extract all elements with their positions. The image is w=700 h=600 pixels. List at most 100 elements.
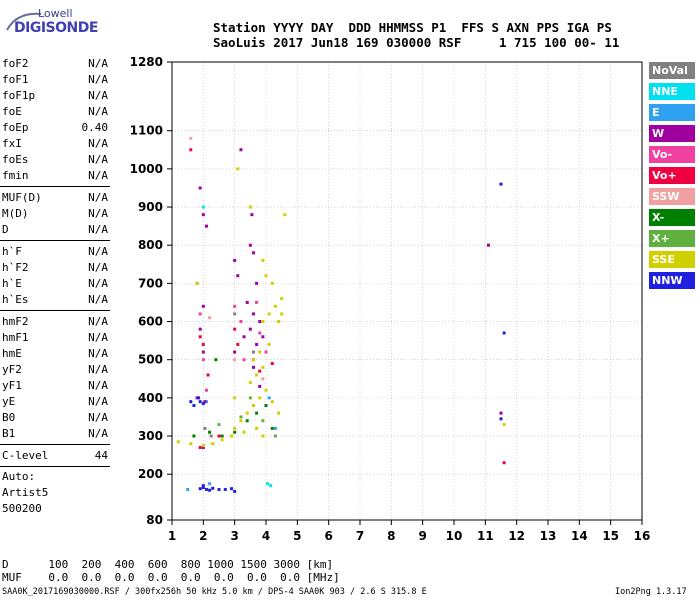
data-point [269,484,273,488]
data-point [273,434,277,438]
data-point [255,281,259,285]
data-point [267,396,271,400]
data-point [239,320,243,324]
data-point [280,312,284,316]
data-point [251,404,255,407]
data-point [258,369,262,373]
param-value: N/A [88,57,108,70]
data-point [261,377,265,381]
data-point [186,487,190,491]
param-value: 0.40 [81,121,109,134]
param-value: N/A [88,395,108,408]
param-row: D N/A [0,222,110,238]
data-point [245,419,249,423]
data-point [277,411,281,415]
data-point [233,304,237,308]
data-point [233,396,237,400]
data-point [267,342,271,346]
data-point [258,320,262,324]
param-row: h`Es N/A [0,292,110,308]
param-value: N/A [88,245,108,258]
data-point [236,342,240,346]
data-point [248,205,252,209]
data-point [206,373,210,377]
logo-text-main: DIGISONDE [14,20,98,36]
data-point [198,487,202,491]
data-point [236,167,240,171]
data-point [201,402,205,406]
data-point [255,373,259,377]
param-row: foF1 N/A [0,72,110,88]
data-point [255,300,259,304]
data-point [204,224,208,228]
data-point [198,335,202,339]
data-point [270,281,274,285]
data-point [192,434,196,438]
x-tick-label: 15 [602,529,619,543]
legend-item: W [649,125,695,142]
data-point [255,342,259,346]
data-point [201,213,205,217]
data-point [217,423,221,427]
data-point [217,487,221,491]
data-point [211,486,215,490]
data-point [251,365,255,369]
data-point [204,388,208,392]
data-point [239,415,243,419]
data-point [198,445,202,449]
param-label: hmF2 [2,315,29,328]
data-point [233,327,237,331]
param-divider [0,186,110,187]
data-point [273,304,277,308]
data-point [242,335,246,339]
data-point [201,342,205,346]
data-point [208,482,212,486]
data-point [245,411,249,415]
param-value: N/A [88,293,108,306]
param-value: N/A [88,347,108,360]
data-point [280,297,284,301]
param-label: foEs [2,153,29,166]
x-tick-label: 12 [508,529,525,543]
param-label: h`F [2,245,22,258]
data-point [502,331,506,335]
param-row: h`E N/A [0,276,110,292]
param-divider [0,240,110,241]
data-point [208,316,212,320]
data-point [208,488,212,492]
auto-text: 500200 [2,502,42,515]
data-point [217,434,221,438]
legend-item: NNW [649,272,695,289]
param-value: N/A [88,169,108,182]
param-label: yF1 [2,379,22,392]
data-point [204,400,208,404]
auto-text: Artist5 [2,486,49,499]
x-tick-label: 3 [230,529,238,543]
data-point [251,251,255,255]
data-point [201,304,205,308]
y-tick-label: 1000 [130,162,163,176]
param-value: 44 [94,449,108,462]
data-point [220,434,224,438]
x-tick-label: 9 [418,529,426,543]
param-row: fmin N/A [0,168,110,184]
param-row: foEs N/A [0,152,110,168]
data-point [239,419,243,423]
x-tick-label: 6 [324,529,332,543]
auto-text: Auto: [2,470,36,483]
data-point [261,365,265,369]
param-divider [0,310,110,311]
logo-arc-icon [6,12,42,31]
param-value: N/A [88,427,108,440]
data-point [201,358,205,362]
data-point [192,404,196,407]
data-point [267,312,271,316]
data-point [198,186,202,190]
data-point [270,362,274,366]
footer-info: SAA0K_2017169030000.RSF / 300fx256h 50 k… [2,587,427,597]
param-label: h`E [2,277,22,290]
data-point [239,148,243,152]
param-row: fxI N/A [0,136,110,152]
data-point [264,388,268,392]
